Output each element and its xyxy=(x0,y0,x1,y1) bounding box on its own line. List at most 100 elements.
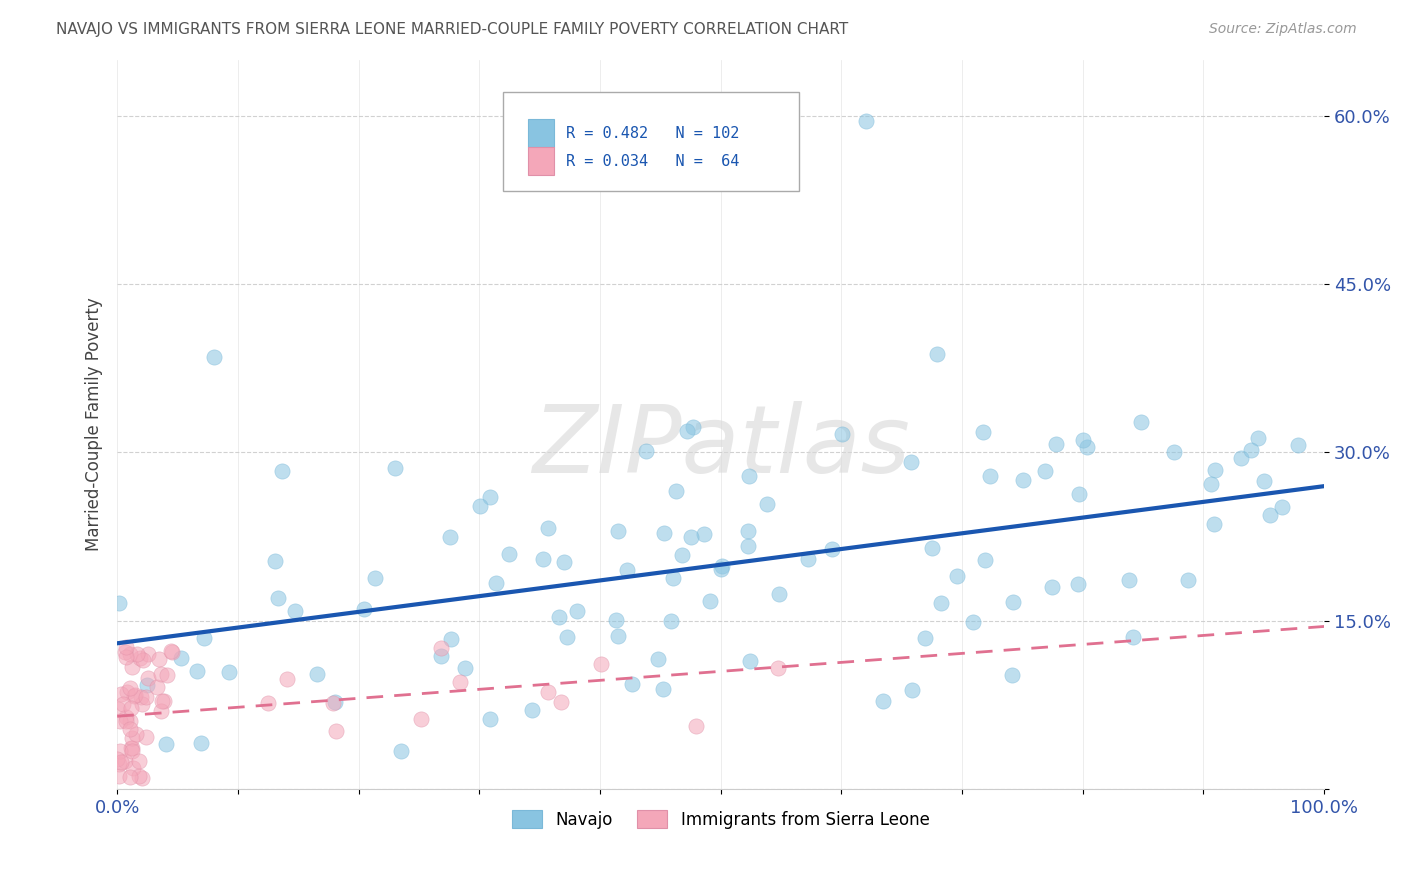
Point xyxy=(115,640,138,655)
Point xyxy=(1076,440,1098,454)
Point xyxy=(652,525,675,540)
Point xyxy=(1118,573,1140,587)
Point xyxy=(1163,445,1185,459)
Point xyxy=(1204,516,1226,531)
Point xyxy=(122,689,145,703)
Point xyxy=(972,425,994,439)
Point xyxy=(1247,432,1270,446)
Point xyxy=(107,769,129,783)
Point xyxy=(925,347,948,361)
Point xyxy=(131,771,153,785)
Point xyxy=(1045,437,1067,451)
Point xyxy=(150,694,173,708)
Point xyxy=(1177,573,1199,587)
Point xyxy=(121,744,143,758)
Point xyxy=(120,701,142,715)
Point xyxy=(439,530,461,544)
Point xyxy=(468,499,491,513)
Point xyxy=(531,551,554,566)
Point xyxy=(738,468,761,483)
Y-axis label: Married-Couple Family Poverty: Married-Couple Family Poverty xyxy=(86,298,103,551)
Point xyxy=(149,666,172,681)
Point xyxy=(616,563,638,577)
Point xyxy=(946,568,969,582)
Point xyxy=(353,602,375,616)
Point xyxy=(921,541,943,555)
Point xyxy=(118,722,141,736)
Point xyxy=(478,490,501,504)
Point xyxy=(136,671,159,685)
Point xyxy=(1001,595,1024,609)
Point xyxy=(659,614,682,628)
Point xyxy=(440,632,463,646)
Point xyxy=(131,698,153,712)
Point xyxy=(110,714,132,729)
Point xyxy=(449,675,471,690)
Point xyxy=(537,521,560,535)
Point xyxy=(108,744,131,758)
Point xyxy=(118,681,141,696)
Point xyxy=(136,678,159,692)
Point xyxy=(121,761,143,775)
Point xyxy=(914,631,936,645)
Point xyxy=(555,630,578,644)
Point xyxy=(170,650,193,665)
Point xyxy=(128,754,150,768)
Point xyxy=(1271,500,1294,515)
Text: R = 0.482   N = 102: R = 0.482 N = 102 xyxy=(567,126,740,141)
Text: R = 0.034   N =  64: R = 0.034 N = 64 xyxy=(567,153,740,169)
Point xyxy=(738,654,761,668)
Point xyxy=(1012,473,1035,487)
Point xyxy=(364,571,387,585)
Point xyxy=(537,685,560,699)
Point xyxy=(737,524,759,538)
Point xyxy=(150,704,173,718)
Point xyxy=(190,736,212,750)
Point xyxy=(1001,668,1024,682)
Point xyxy=(162,645,184,659)
Point xyxy=(1067,577,1090,591)
Point xyxy=(110,755,132,769)
Point xyxy=(1130,415,1153,429)
Point xyxy=(1240,443,1263,458)
Point xyxy=(323,695,346,709)
Point xyxy=(651,681,673,696)
Point xyxy=(135,730,157,744)
Point xyxy=(128,651,150,665)
Point xyxy=(709,562,731,576)
Point xyxy=(647,652,669,666)
Point xyxy=(1042,580,1064,594)
Point xyxy=(900,455,922,469)
Point xyxy=(305,666,328,681)
Point xyxy=(821,541,844,556)
Point xyxy=(768,587,790,601)
Point xyxy=(485,576,508,591)
Point xyxy=(264,554,287,568)
Point xyxy=(284,604,307,618)
Point xyxy=(124,726,146,740)
Point xyxy=(257,697,280,711)
Text: NAVAJO VS IMMIGRANTS FROM SIERRA LEONE MARRIED-COUPLE FAMILY POVERTY CORRELATION: NAVAJO VS IMMIGRANTS FROM SIERRA LEONE M… xyxy=(56,22,848,37)
FancyBboxPatch shape xyxy=(503,93,799,191)
Point xyxy=(108,756,131,771)
Point xyxy=(112,698,135,712)
Point xyxy=(127,647,149,661)
Point xyxy=(124,688,146,702)
Point xyxy=(565,604,588,618)
Point xyxy=(682,420,704,434)
Point xyxy=(118,648,141,662)
Point xyxy=(636,443,658,458)
Point xyxy=(831,426,853,441)
Point xyxy=(155,668,177,682)
Point xyxy=(121,660,143,674)
Legend: Navajo, Immigrants from Sierra Leone: Navajo, Immigrants from Sierra Leone xyxy=(505,804,936,836)
Point xyxy=(114,754,136,768)
Point xyxy=(520,703,543,717)
Text: ZIPatlas: ZIPatlas xyxy=(531,401,910,491)
Point xyxy=(120,741,142,756)
Point xyxy=(121,731,143,746)
Point xyxy=(110,687,132,701)
Point xyxy=(498,547,520,561)
Point xyxy=(756,497,779,511)
Point xyxy=(872,694,894,708)
